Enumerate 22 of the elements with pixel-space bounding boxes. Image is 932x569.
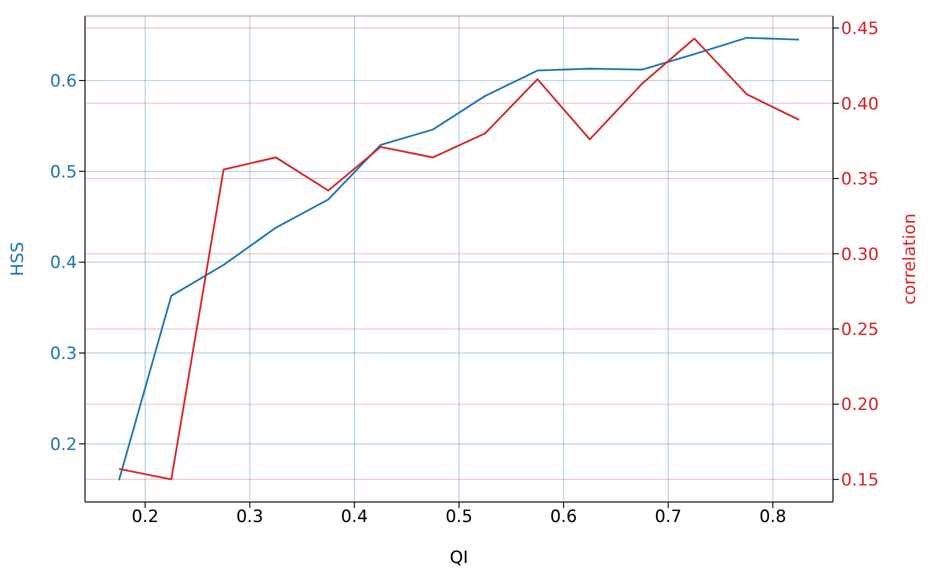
x-tick-label: 0.8 [759,507,786,528]
y2-tick-label: 0.40 [841,94,879,114]
y-tick-label: 0.2 [50,434,77,455]
y-tick-label: 0.6 [50,72,77,92]
y2-tick-label: 0.15 [841,470,879,490]
y2-tick-label: 0.20 [841,395,879,416]
y2-tick-label: 0.25 [841,320,879,340]
y-tick-label: 0.4 [50,253,77,274]
x-tick-label: 0.3 [236,507,264,528]
y2-axis-title: correlation [900,213,920,305]
x-tick-label: 0.7 [654,507,682,528]
x-tick-label: 0.2 [132,507,159,528]
x-tick-label: 0.6 [550,507,578,528]
x-tick-label: 0.5 [445,507,473,528]
y2-tick-label: 0.35 [841,170,879,190]
y-tick-label: 0.5 [50,162,77,182]
y-axis-title: HSS [8,242,28,276]
y2-tick-label: 0.30 [841,244,879,265]
x-axis-title: QI [450,548,468,568]
y-tick-label: 0.3 [50,344,77,364]
x-tick-label: 0.4 [340,507,368,528]
y2-tick-label: 0.45 [841,19,879,40]
